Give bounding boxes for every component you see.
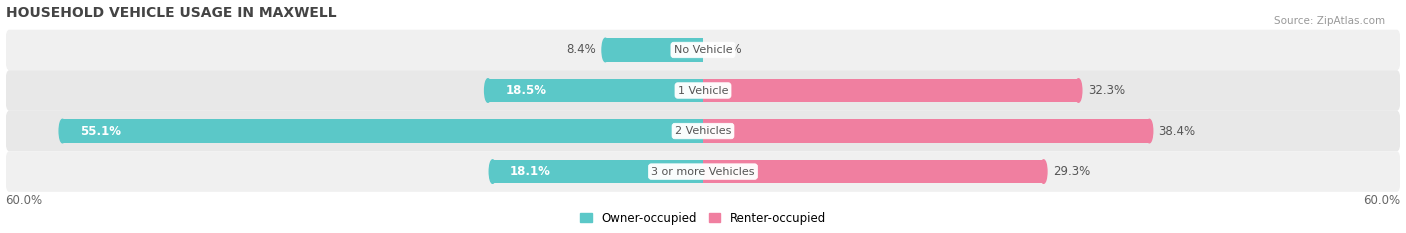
Text: 29.3%: 29.3% [1053,165,1090,178]
Circle shape [59,119,66,143]
Text: 2 Vehicles: 2 Vehicles [675,126,731,136]
Text: Source: ZipAtlas.com: Source: ZipAtlas.com [1274,16,1385,26]
Bar [703,79,1078,102]
FancyBboxPatch shape [6,30,1400,70]
Circle shape [1076,79,1081,102]
Bar [62,119,703,143]
Bar [488,79,703,102]
Text: 55.1%: 55.1% [80,125,121,137]
Text: 32.3%: 32.3% [1088,84,1125,97]
Bar [488,79,703,102]
Bar [703,119,1149,143]
Text: 18.5%: 18.5% [505,84,547,97]
FancyBboxPatch shape [6,151,1400,192]
FancyBboxPatch shape [6,70,1400,111]
Text: No Vehicle: No Vehicle [673,45,733,55]
Circle shape [485,79,491,102]
FancyBboxPatch shape [6,111,1400,151]
Text: 60.0%: 60.0% [1364,194,1400,207]
Text: 8.4%: 8.4% [567,44,596,56]
Bar [492,160,703,183]
Bar [492,160,703,183]
Text: 0.0%: 0.0% [713,44,742,56]
Bar [703,160,1043,183]
Text: 60.0%: 60.0% [6,194,42,207]
Circle shape [602,38,609,62]
Bar [606,38,703,62]
Circle shape [489,160,496,183]
Text: HOUSEHOLD VEHICLE USAGE IN MAXWELL: HOUSEHOLD VEHICLE USAGE IN MAXWELL [6,6,336,20]
Legend: Owner-occupied, Renter-occupied: Owner-occupied, Renter-occupied [579,212,827,225]
Text: 18.1%: 18.1% [510,165,551,178]
Bar [606,38,703,62]
Text: 38.4%: 38.4% [1159,125,1195,137]
Bar [62,119,703,143]
Text: 1 Vehicle: 1 Vehicle [678,86,728,96]
Text: 3 or more Vehicles: 3 or more Vehicles [651,167,755,177]
Circle shape [1040,160,1047,183]
Circle shape [1146,119,1153,143]
